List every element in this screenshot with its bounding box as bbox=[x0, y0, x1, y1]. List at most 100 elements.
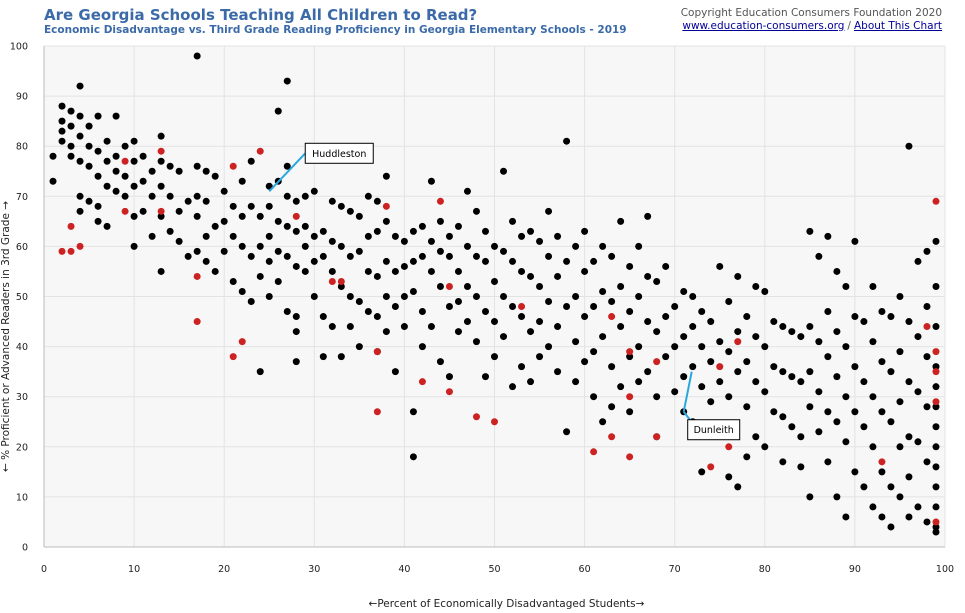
data-point bbox=[148, 232, 156, 240]
data-point bbox=[319, 227, 327, 235]
data-point bbox=[481, 257, 489, 265]
data-point bbox=[590, 393, 598, 401]
data-point bbox=[923, 403, 931, 411]
data-point bbox=[175, 207, 183, 215]
data-point bbox=[355, 247, 363, 255]
data-point bbox=[301, 242, 309, 250]
y-tick-label: 80 bbox=[16, 142, 28, 153]
y-tick-label: 0 bbox=[22, 543, 28, 554]
data-point bbox=[229, 232, 237, 240]
data-point bbox=[292, 227, 300, 235]
data-point bbox=[418, 252, 426, 260]
y-tick-label: 90 bbox=[16, 92, 28, 103]
data-point bbox=[797, 378, 805, 386]
data-point bbox=[391, 303, 399, 311]
data-point bbox=[905, 513, 913, 521]
data-point bbox=[878, 513, 886, 521]
data-point bbox=[662, 313, 670, 321]
data-point bbox=[418, 343, 426, 351]
data-point bbox=[626, 308, 634, 316]
data-point bbox=[851, 363, 859, 371]
data-point bbox=[581, 313, 589, 321]
data-point bbox=[599, 287, 607, 295]
data-point bbox=[554, 323, 562, 331]
data-point bbox=[265, 202, 273, 210]
data-point bbox=[112, 167, 120, 175]
callout-leader-line bbox=[268, 152, 306, 192]
data-point bbox=[346, 293, 354, 300]
data-point bbox=[788, 423, 796, 431]
data-point bbox=[454, 298, 462, 306]
data-point bbox=[166, 227, 174, 235]
data-point bbox=[527, 328, 535, 336]
data-point bbox=[427, 323, 435, 331]
data-point bbox=[67, 122, 75, 130]
data-point bbox=[932, 368, 940, 376]
data-point bbox=[202, 197, 210, 205]
data-point bbox=[680, 333, 688, 341]
data-point bbox=[833, 373, 841, 381]
data-point bbox=[599, 242, 607, 250]
data-point bbox=[851, 237, 859, 245]
data-point bbox=[256, 242, 264, 250]
data-point bbox=[491, 418, 498, 426]
data-point bbox=[905, 318, 913, 326]
data-point bbox=[283, 192, 291, 200]
x-tick-label: 10 bbox=[128, 564, 140, 575]
callouts: Huddleston Dunleith bbox=[268, 142, 741, 441]
data-point bbox=[85, 197, 93, 205]
data-point bbox=[166, 162, 174, 170]
data-point bbox=[743, 313, 751, 321]
data-point bbox=[779, 323, 787, 331]
x-tick-label: 80 bbox=[759, 564, 771, 575]
data-point bbox=[725, 443, 733, 451]
data-point bbox=[653, 277, 661, 285]
data-point bbox=[761, 343, 769, 351]
data-point bbox=[364, 232, 372, 240]
data-point bbox=[887, 483, 895, 491]
data-point bbox=[545, 298, 553, 306]
data-point bbox=[671, 388, 679, 396]
data-point bbox=[536, 237, 544, 245]
data-points bbox=[49, 52, 940, 536]
data-point bbox=[608, 433, 616, 441]
data-point bbox=[743, 403, 751, 411]
data-point bbox=[283, 222, 291, 230]
data-point bbox=[887, 368, 895, 376]
data-point bbox=[761, 287, 769, 295]
data-point bbox=[581, 358, 589, 366]
data-point bbox=[283, 77, 291, 85]
data-point bbox=[707, 398, 715, 406]
data-point bbox=[76, 242, 84, 250]
data-point bbox=[878, 468, 886, 476]
data-point bbox=[328, 267, 336, 275]
data-point bbox=[581, 267, 589, 275]
data-point bbox=[355, 343, 363, 351]
callout-box bbox=[304, 142, 374, 164]
data-point bbox=[662, 353, 670, 361]
data-point bbox=[932, 383, 940, 391]
data-point bbox=[734, 272, 742, 280]
data-point bbox=[896, 493, 904, 501]
data-point bbox=[418, 308, 426, 316]
site-link[interactable]: www.education-consumers.org bbox=[682, 20, 845, 32]
data-point bbox=[67, 247, 75, 255]
data-point bbox=[238, 242, 246, 250]
data-point bbox=[590, 303, 598, 311]
y-tick-label: 10 bbox=[16, 492, 28, 503]
data-point bbox=[328, 197, 336, 205]
data-point bbox=[563, 428, 571, 436]
about-chart-link[interactable]: About This Chart bbox=[853, 20, 942, 32]
data-point bbox=[932, 523, 940, 531]
data-point bbox=[463, 282, 471, 290]
data-point bbox=[238, 287, 246, 295]
data-point bbox=[644, 272, 652, 280]
data-point bbox=[932, 323, 940, 331]
data-point bbox=[184, 252, 192, 260]
data-point bbox=[256, 212, 264, 220]
data-point bbox=[229, 353, 237, 361]
data-point bbox=[445, 373, 453, 381]
data-point bbox=[94, 217, 102, 225]
data-point bbox=[545, 343, 553, 351]
data-point bbox=[355, 298, 363, 306]
